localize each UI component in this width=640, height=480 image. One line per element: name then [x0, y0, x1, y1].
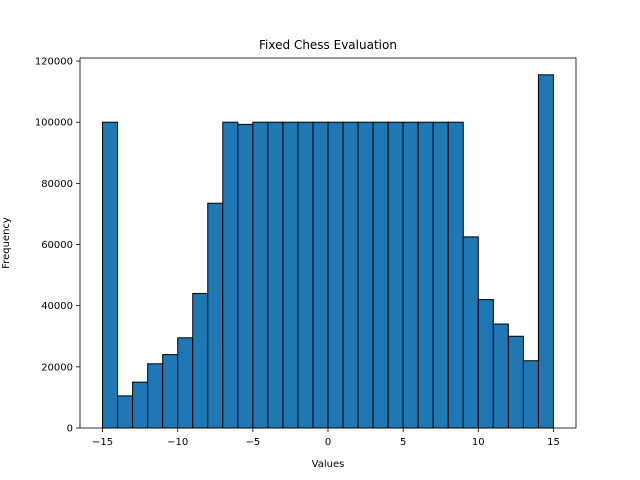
- y-axis: 0 20000 40000 60000 80000 100000 120000: [35, 57, 80, 435]
- histogram-bar: [402, 121, 419, 429]
- bars-group: [102, 74, 554, 429]
- y-tick-label: 100000: [35, 118, 73, 129]
- histogram-bar: [357, 121, 374, 429]
- x-tick-label: 15: [547, 437, 560, 448]
- histogram-bar: [447, 121, 464, 429]
- histogram-bar: [267, 121, 284, 429]
- histogram-bar: [342, 121, 359, 429]
- histogram-bar: [177, 337, 194, 429]
- histogram-bar: [462, 236, 479, 429]
- histogram-bar: [312, 121, 329, 429]
- histogram-bar: [327, 121, 344, 429]
- y-tick-label: 20000: [41, 362, 73, 373]
- histogram-bar: [387, 121, 404, 429]
- y-tick-label: 60000: [41, 240, 73, 251]
- histogram-bar: [372, 121, 389, 429]
- x-tick-label: −10: [167, 437, 188, 448]
- histogram-bar: [162, 354, 179, 429]
- x-axis-title: Values: [312, 459, 345, 470]
- y-tick-label: 80000: [41, 179, 73, 190]
- y-tick-label: 0: [67, 424, 73, 435]
- x-axis: −15 −10 −5 0 5 10 15: [92, 428, 560, 448]
- y-tick-label: 120000: [35, 57, 73, 68]
- histogram-bar: [537, 74, 554, 429]
- histogram-bar: [297, 121, 314, 429]
- chart-title: Fixed Chess Evaluation: [259, 38, 397, 52]
- histogram-bar: [282, 121, 299, 429]
- histogram-bar: [492, 323, 509, 429]
- histogram-bar: [192, 292, 209, 429]
- histogram-bar: [507, 335, 524, 429]
- x-tick-label: 5: [400, 437, 406, 448]
- x-tick-label: 0: [325, 437, 331, 448]
- histogram-bar: [522, 360, 539, 429]
- histogram-bar: [237, 123, 254, 429]
- x-tick-label: −15: [92, 437, 113, 448]
- histogram-bar: [417, 121, 434, 429]
- histogram-bar: [222, 121, 239, 429]
- x-tick-label: 10: [472, 437, 485, 448]
- histogram-bar: [102, 121, 119, 429]
- histogram-bar: [147, 363, 164, 429]
- histogram-bar: [432, 121, 449, 429]
- y-axis-title: Frequency: [1, 217, 12, 269]
- histogram-bar: [132, 381, 149, 429]
- y-tick-label: 40000: [41, 301, 73, 312]
- histogram-bar: [252, 121, 269, 429]
- x-tick-label: −5: [245, 437, 260, 448]
- histogram-bar: [477, 299, 494, 429]
- histogram-bar: [207, 202, 224, 429]
- histogram-bar: [117, 395, 134, 429]
